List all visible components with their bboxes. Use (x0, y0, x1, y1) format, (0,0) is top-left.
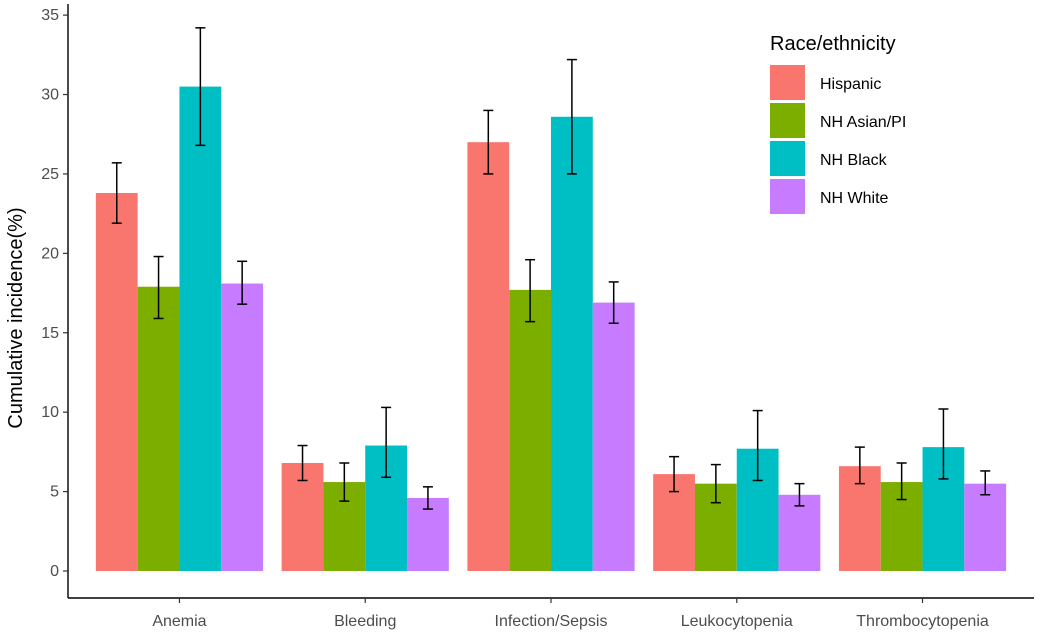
error-bar (669, 455, 680, 493)
error-bar (710, 463, 721, 504)
bar-infection-sepsis-hispanic (467, 142, 510, 572)
error-bar (381, 406, 392, 479)
legend: Race/ethnicity Hispanic NH Asian/PI NH Bla… (770, 33, 906, 214)
error-bar (938, 408, 949, 480)
error-bar (339, 462, 350, 502)
error-bar (297, 444, 308, 482)
legend-swatch (770, 65, 805, 100)
legend-item: NH Black (770, 141, 888, 176)
legend-swatch (770, 141, 805, 176)
legend-item: NH White (770, 179, 889, 214)
y-ticks: 0 5 10 15 20 25 30 35 (41, 7, 68, 580)
y-tick-label: 30 (41, 87, 59, 104)
x-tick-label: Bleeding (334, 613, 396, 630)
error-bar (752, 409, 763, 482)
legend-item: NH Asian/PI (770, 103, 906, 138)
legend-label: Hispanic (820, 76, 881, 93)
bar-bleeding-nh-white (407, 497, 449, 571)
y-tick-label: 25 (41, 166, 59, 183)
x-tick-label: Leukocytopenia (681, 613, 793, 630)
y-tick-label: 0 (50, 563, 59, 580)
error-bar (195, 27, 206, 147)
y-axis-title: Cumulative incidence(%) (5, 207, 27, 428)
x-ticks: Anemia Bleeding Infection/Sepsis Leukocytop… (152, 598, 989, 630)
legend-swatch (770, 103, 805, 138)
error-bar (237, 260, 248, 305)
bar-anemia-nh-white (221, 283, 264, 571)
error-bar (896, 462, 907, 501)
error-bar (608, 281, 619, 324)
bar-infection-sepsis-nh-asian-pi (509, 289, 551, 571)
x-tick-label: Thrombocytopenia (856, 613, 989, 630)
x-tick-label: Infection/Sepsis (495, 613, 608, 630)
legend-item: Hispanic (770, 65, 881, 100)
error-bar (854, 446, 865, 485)
error-bars-layer (111, 27, 991, 510)
bar-thrombocytopenia-nh-white (964, 483, 1007, 571)
legend-items: Hispanic NH Asian/PI NH Black NH White (770, 65, 906, 214)
y-tick-label: 15 (41, 325, 59, 342)
y-tick-label: 35 (41, 7, 59, 24)
bar-infection-sepsis-nh-white (592, 302, 635, 571)
bar-infection-sepsis-nh-black (551, 116, 593, 571)
legend-swatch (770, 179, 805, 214)
bar-anemia-nh-asian-pi (137, 286, 180, 571)
bars-layer (95, 86, 1007, 572)
legend-label: NH Black (820, 152, 888, 169)
error-bar (483, 109, 494, 175)
legend-label: NH White (820, 190, 889, 207)
error-bar (422, 486, 433, 510)
bar-anemia-hispanic (95, 193, 138, 571)
error-bar (794, 482, 805, 507)
y-tick-label: 10 (41, 404, 59, 421)
error-bar (111, 162, 122, 224)
error-bar (980, 470, 991, 496)
bar-anemia-nh-black (179, 86, 222, 572)
x-tick-label: Anemia (152, 613, 206, 630)
error-bar (153, 255, 164, 320)
bar-leukocytopenia-nh-white (778, 494, 821, 571)
legend-title: Race/ethnicity (770, 33, 896, 55)
error-bar (525, 258, 536, 323)
y-tick-label: 20 (41, 245, 59, 262)
legend-label: NH Asian/PI (820, 114, 906, 131)
y-tick-label: 5 (50, 484, 59, 501)
error-bar (566, 58, 577, 175)
